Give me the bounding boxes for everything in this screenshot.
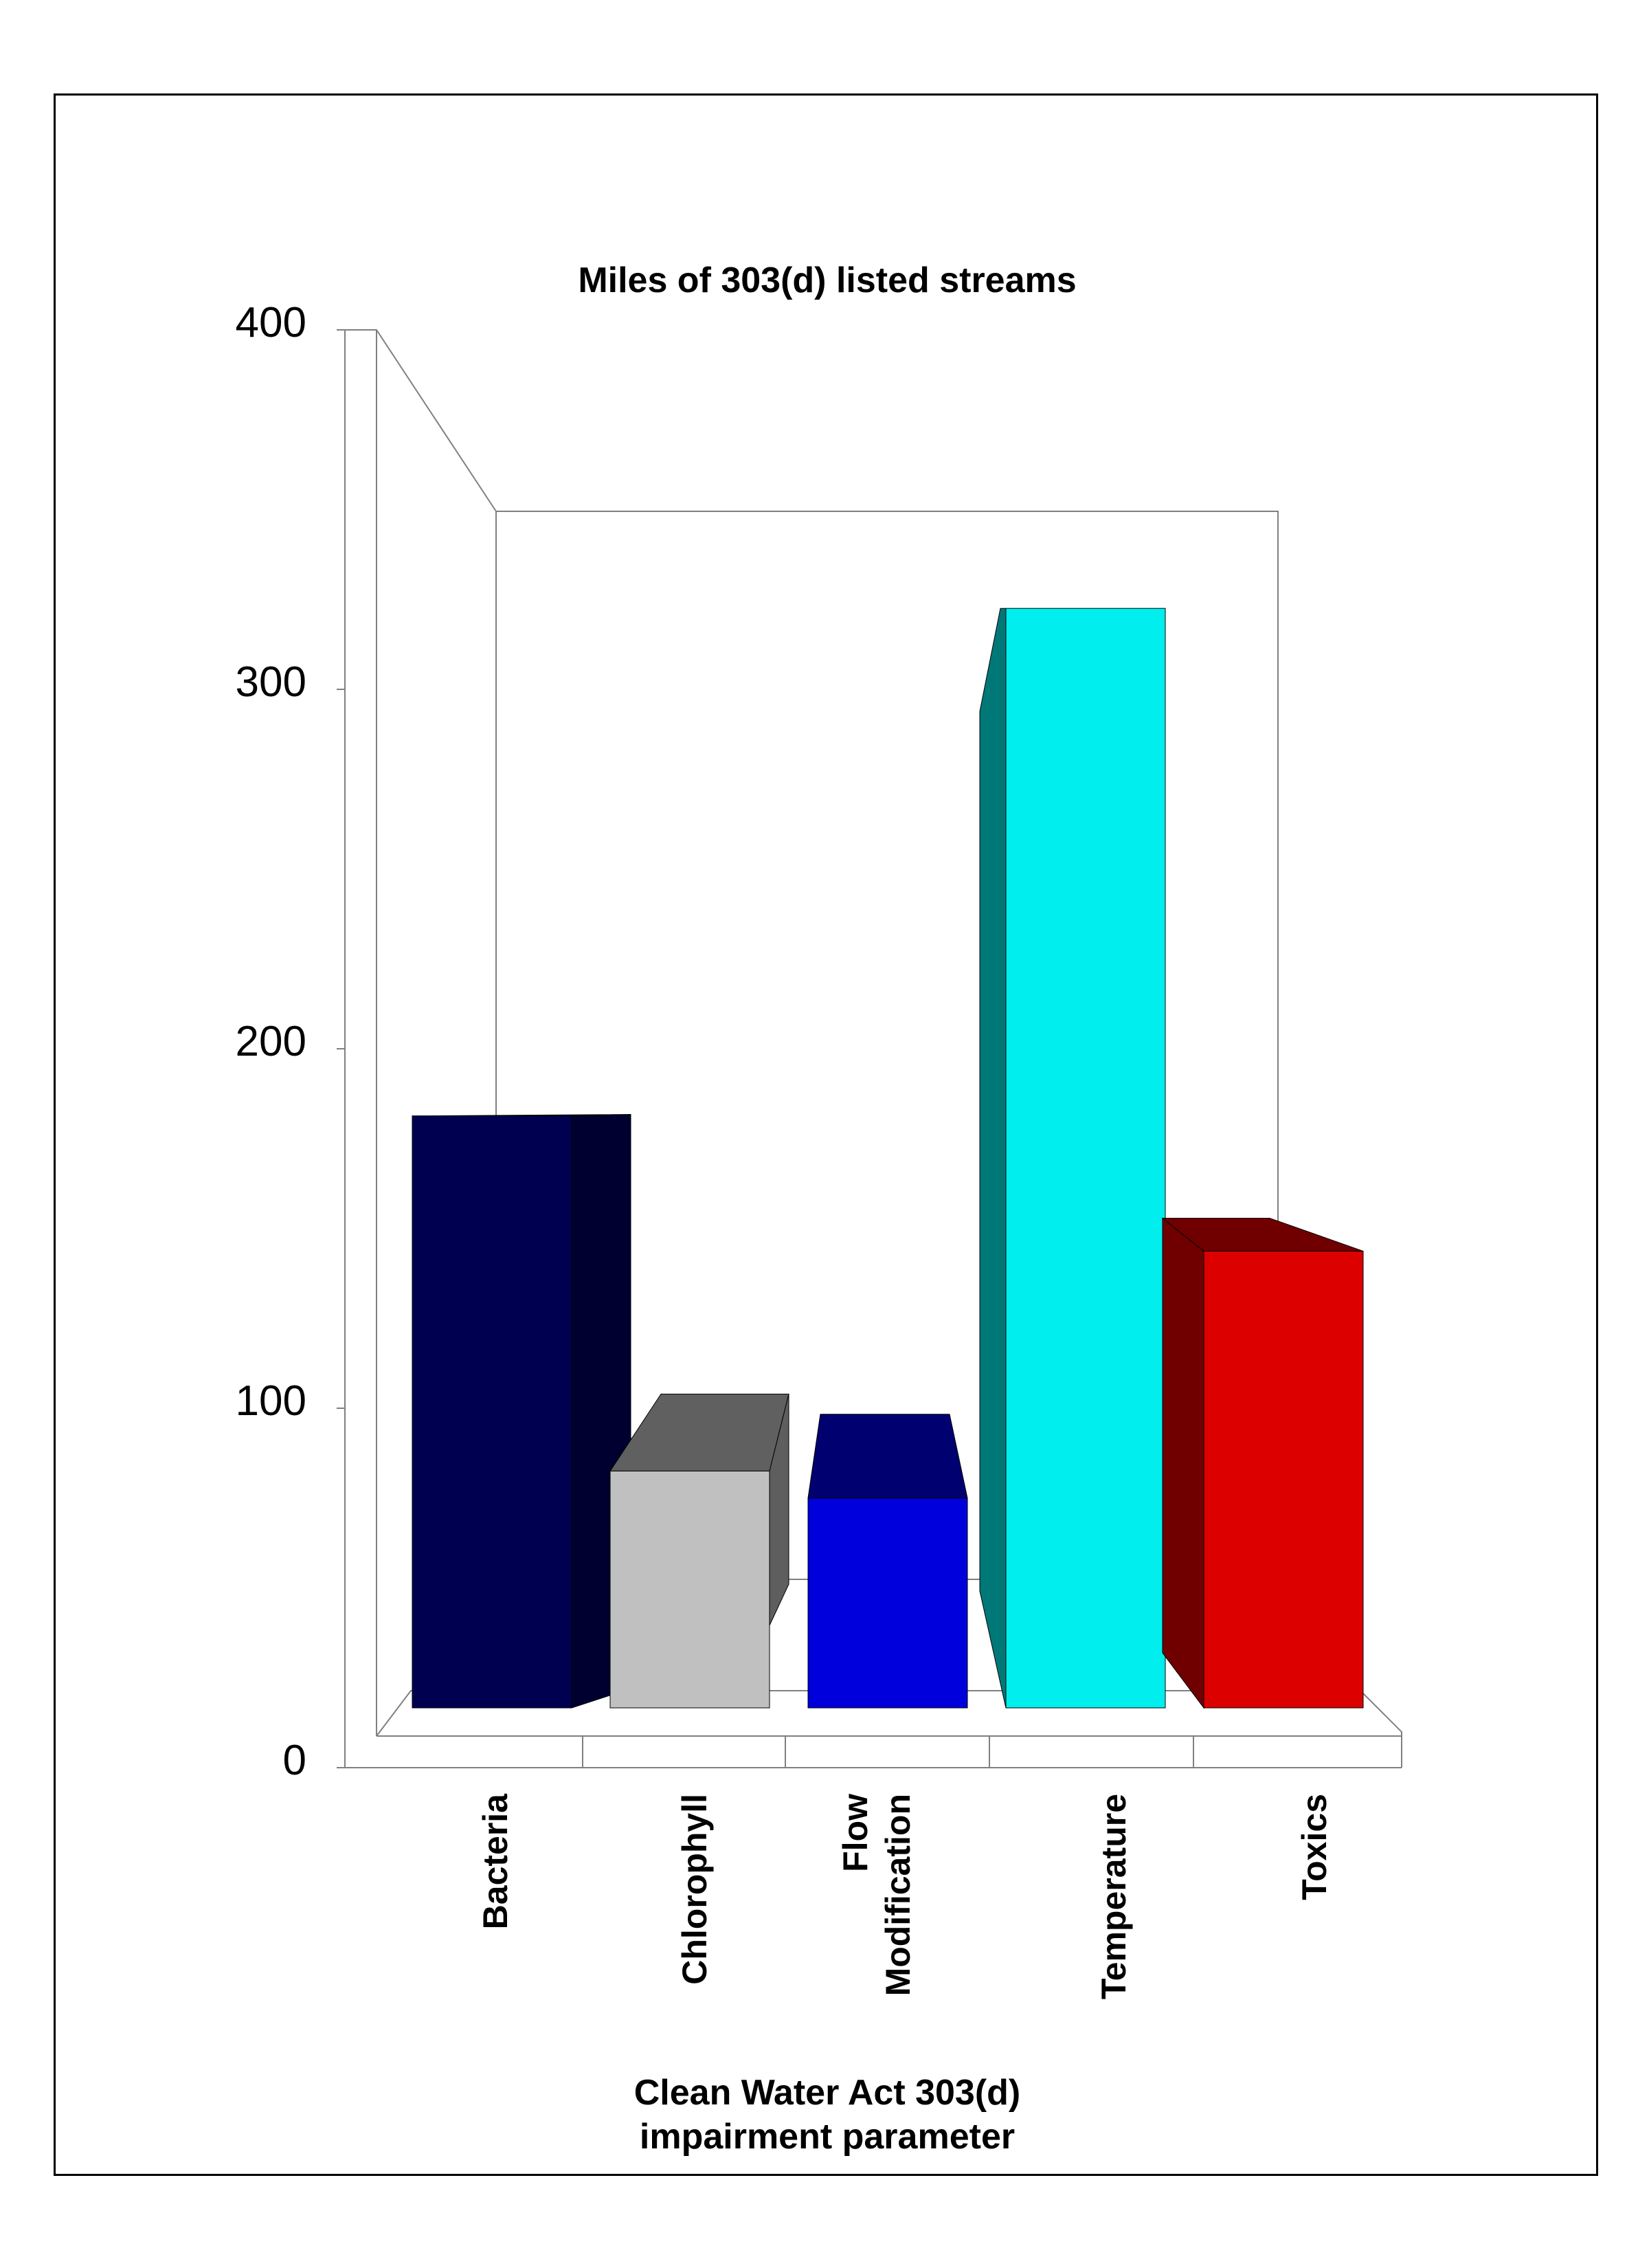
bar-top xyxy=(807,1414,968,1499)
bar-front xyxy=(609,1470,770,1709)
bar-4 xyxy=(1161,1217,1364,1709)
bar-1 xyxy=(609,1393,789,1709)
category-label-line: Bacteria xyxy=(476,1793,515,1930)
y-tick-label: 300 xyxy=(236,658,306,706)
y-tick-label: 400 xyxy=(236,299,306,346)
category-label: Toxics xyxy=(1295,1794,1334,1900)
bar-front xyxy=(1203,1250,1364,1709)
x-axis-label-line: Clean Water Act 303(d) xyxy=(634,2073,1021,2113)
category-label-line: Toxics xyxy=(1295,1794,1334,1900)
bars xyxy=(412,608,1364,1709)
category-label: Chlorophyll xyxy=(675,1794,714,1985)
bar-front xyxy=(412,1115,572,1709)
bar-side xyxy=(979,608,1007,1709)
labels: 0 100 200 300 400 Miles of 303(d) listed stre… xyxy=(236,260,1334,2157)
bar-side xyxy=(1162,1217,1204,1709)
wall-edge-top xyxy=(345,329,497,512)
y-tick-label: 200 xyxy=(236,1018,306,1065)
chart-frame xyxy=(54,93,1598,2176)
category-label: Bacteria xyxy=(476,1793,515,1930)
y-tick-label: 100 xyxy=(236,1377,306,1425)
category-label: Temperature xyxy=(1095,1794,1133,1999)
bar-2 xyxy=(807,1414,968,1709)
category-label-line: Flow xyxy=(836,1794,875,1872)
category-label-line: Chlorophyll xyxy=(675,1794,714,1985)
x-axis-label-line: impairment parameter xyxy=(640,2117,1015,2157)
bar-3 xyxy=(979,608,1166,1709)
chart-title: Miles of 303(d) listed streams xyxy=(578,260,1076,300)
category-label-line: Modification xyxy=(879,1794,917,1996)
bar-front xyxy=(807,1498,968,1709)
y-tick-label: 0 xyxy=(283,1737,306,1784)
bar-front xyxy=(1005,608,1166,1709)
category-label-line: Temperature xyxy=(1095,1794,1133,1999)
category-label: Flow Modification xyxy=(836,1794,917,1997)
x-axis-label: Clean Water Act 303(d) impairment paramet… xyxy=(634,2073,1021,2157)
bar-0 xyxy=(412,1114,631,1709)
bar-top xyxy=(609,1393,789,1471)
